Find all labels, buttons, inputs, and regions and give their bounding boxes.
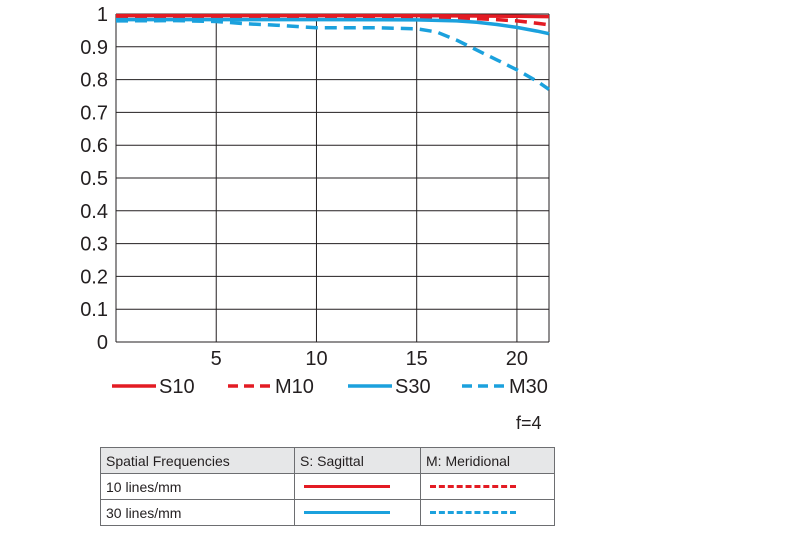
row-label: 30 lines/mm [100, 499, 295, 526]
legend-label-m10: M10 [275, 376, 314, 398]
sagittal-swatch-cell [294, 499, 421, 526]
s10-line-swatch [304, 485, 390, 488]
y-tick-label: 0.3 [80, 234, 108, 256]
m10-line-swatch [430, 485, 516, 488]
x-tick-label: 15 [406, 348, 428, 370]
m30-line-swatch [430, 511, 516, 514]
y-tick-label: 0.1 [80, 299, 108, 321]
spatial-frequency-table: Spatial Frequencies S: Sagittal M: Merid… [100, 447, 555, 526]
aperture-label: f=4 [516, 413, 542, 433]
y-tick-label: 0.4 [80, 201, 108, 223]
x-tick-label: 5 [211, 348, 222, 370]
y-tick-label: 0 [97, 332, 108, 354]
row-label: 10 lines/mm [100, 473, 295, 500]
y-tick-label: 0.5 [80, 168, 108, 190]
mtf-chart: 0 0.1 0.2 0.3 0.4 0.5 0.6 0.7 0.8 0.9 1 5 10 15 20 S1… [80, 4, 550, 398]
chart-legend: S10 M10 S30 M30 [112, 376, 548, 398]
y-tick-label: 0.9 [80, 37, 108, 59]
table-row: 10 lines/mm [100, 473, 555, 500]
header-spatial-frequencies: Spatial Frequencies [100, 447, 295, 474]
chart-grid [115, 13, 550, 343]
table-row: 30 lines/mm [100, 499, 555, 526]
y-tick-label: 1 [97, 4, 108, 26]
series-line-m10 [116, 15, 550, 27]
header-meridional: M: Meridional [420, 447, 555, 474]
legend-label-s30: S30 [395, 376, 431, 398]
x-tick-label: 20 [506, 348, 528, 370]
x-axis-ticks: 5 10 15 20 [211, 348, 528, 370]
sagittal-swatch-cell [294, 473, 421, 500]
header-sagittal: S: Sagittal [294, 447, 421, 474]
series-line-m30 [115, 18, 550, 91]
meridional-swatch-cell [420, 499, 555, 526]
y-tick-label: 0.6 [80, 135, 108, 157]
y-tick-label: 0.2 [80, 266, 108, 288]
y-tick-label: 0.8 [80, 70, 108, 92]
s30-line-swatch [304, 511, 390, 514]
legend-label-m30: M30 [509, 376, 548, 398]
series-line-s30 [116, 17, 550, 36]
x-tick-label: 10 [305, 348, 327, 370]
y-axis-ticks: 0 0.1 0.2 0.3 0.4 0.5 0.6 0.7 0.8 0.9 1 [80, 4, 108, 354]
chart-series [115, 13, 550, 91]
table-header-row: Spatial Frequencies S: Sagittal M: Merid… [100, 447, 555, 474]
legend-label-s10: S10 [159, 376, 195, 398]
y-tick-label: 0.7 [80, 102, 108, 124]
meridional-swatch-cell [420, 473, 555, 500]
